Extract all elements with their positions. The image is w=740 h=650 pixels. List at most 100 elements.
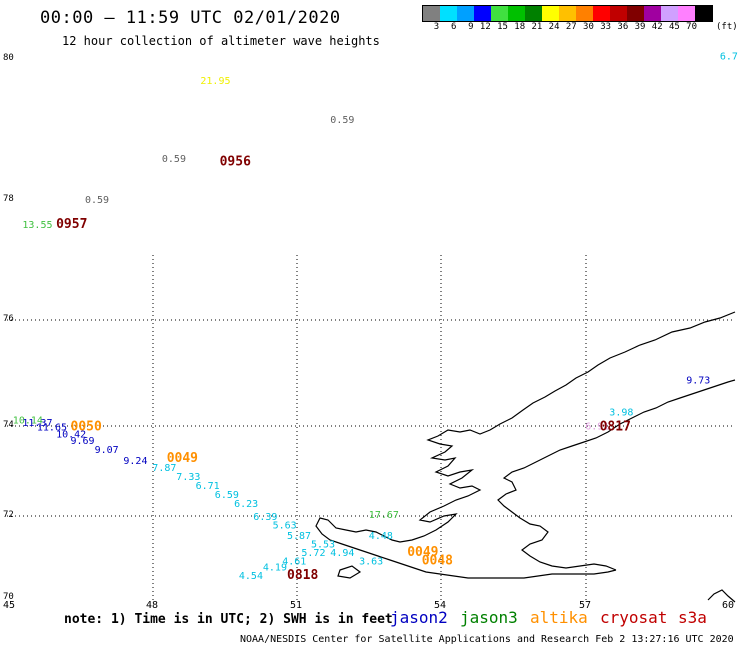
units-note: note: 1) Time is in UTC; 2) SWH is in fe… [64,612,393,627]
legend-label: 33 [600,22,612,32]
legend-swatch [440,6,457,21]
wave-height-label: 6.59 [215,490,239,501]
wave-height-label: 4.19 [263,563,287,574]
wave-height-label: 5.53 [311,540,335,551]
legend-swatch [525,6,542,21]
lon-label: 57 [579,600,592,611]
legend-unit: (ft) [716,22,738,32]
wave-height-label: 11.37 [22,418,52,429]
color-legend-labels: 3 6 9 12 15 18 21 24 27 30 33 36 39 42 45 70 [422,22,697,32]
wave-height-label: 4.94 [330,548,354,559]
wave-height-label: 0.59 [85,195,109,206]
legend-label: 30 [583,22,594,32]
legend-swatch [457,6,474,21]
time-stamp-label: 0049 [407,545,438,560]
legend-swatch [593,6,610,21]
lon-label: 60 [722,600,735,611]
wave-height-label: 9.69 [71,436,95,447]
legend-swatch [474,6,491,21]
wave-height-label: 21.95 [200,76,230,87]
satellite-s3a-label: s3a [678,608,707,627]
map-grid [7,255,735,600]
lat-label: 80 [3,53,14,63]
wave-height-label: 5.87 [287,531,311,542]
mainland-coast [707,589,736,603]
legend-label: 27 [565,22,577,32]
coastline [315,311,736,579]
legend-swatch [508,6,525,21]
wave-height-label: 9.73 [686,376,710,387]
wave-height-label: 6.7 [720,52,738,63]
wave-height-label: 10.14 [13,415,43,426]
legend-label: 9 [468,22,474,32]
wave-height-label: 5.72 [301,548,325,559]
legend-swatch [627,6,644,21]
page-subtitle: 12 hour collection of altimeter wave hei… [62,34,380,48]
lat-label: 74 [3,420,14,430]
island [337,565,362,579]
legend-label: 39 [634,22,646,32]
satellite-jason3-label: jason3 [460,608,518,627]
legend-swatch [678,6,695,21]
legend-swatch [661,6,678,21]
wave-height-label: 3.98 [609,407,633,418]
lat-label: 70 [3,592,14,602]
time-stamp-label: 0817 [600,420,631,435]
observation-layer: 21.95 0.59 0.59 0956 0.59 13.55 0957 6.7 9.73 3.9… [13,52,738,584]
page-title: 00:00 – 11:59 UTC 02/01/2020 [40,8,341,28]
legend-label: 36 [617,22,629,32]
legend-swatch [695,6,712,21]
wave-height-label: 17.67 [369,510,399,521]
wave-height-label: 6.39 [253,512,277,523]
wave-height-label: 5.63 [273,521,297,532]
satellite-jason2-label: jason2 [390,608,448,627]
wave-height-label: 13.55 [22,220,52,231]
color-legend [422,5,713,22]
lon-label: 54 [434,600,447,611]
wave-height-label: 4.61 [282,556,306,567]
satellite-altika-label: altika [530,608,588,627]
wave-height-label: 0.59 [330,115,354,126]
legend-swatch [542,6,559,21]
legend-swatch [423,6,440,21]
time-stamp-label: 0049 [167,451,198,466]
legend-label: 45 [668,22,680,32]
wave-height-label: 10.42 [56,429,86,440]
footer-credit: NOAA/NESDIS Center for Satellite Applica… [240,634,734,645]
wave-height-label: 7.87 [152,463,176,474]
coastline-north [497,379,736,571]
time-stamp-label: 0050 [71,420,102,435]
lon-label: 45 [3,600,16,611]
legend-swatch [644,6,661,21]
legend-swatch [610,6,627,21]
legend-label: 70 [686,22,697,32]
time-stamp-label: 0956 [220,154,251,169]
legend-label: 18 [514,22,526,32]
legend-label: 42 [651,22,663,32]
legend-swatch [559,6,576,21]
time-stamp-label: 0957 [56,217,87,232]
legend-label: 6 [450,22,457,32]
legend-label: 15 [497,22,508,32]
wave-height-label: 6.23 [234,499,258,510]
wave-height-label: 9.07 [95,445,119,456]
legend-label: 3 [433,22,440,32]
legend-swatch [491,6,508,21]
legend-label: 12 [479,22,491,32]
wave-height-label: 6.91 [585,422,609,433]
wave-height-label: 11.65 [37,423,67,434]
legend-label: 24 [548,22,560,32]
lat-label: 72 [3,510,14,520]
lat-label: 76 [3,314,14,324]
wave-height-label: 9.24 [123,456,147,467]
legend-label: 21 [531,22,543,32]
wave-height-label: 4.54 [239,571,263,582]
legend-swatch [576,6,593,21]
lon-label: 48 [146,600,159,611]
satellite-cryosat-label: cryosat [600,608,668,627]
wave-height-label: 7.33 [176,472,200,483]
wave-height-label: 6.71 [196,481,220,492]
wave-height-label: 0.59 [162,154,186,165]
wave-height-label: 3.63 [359,556,383,567]
